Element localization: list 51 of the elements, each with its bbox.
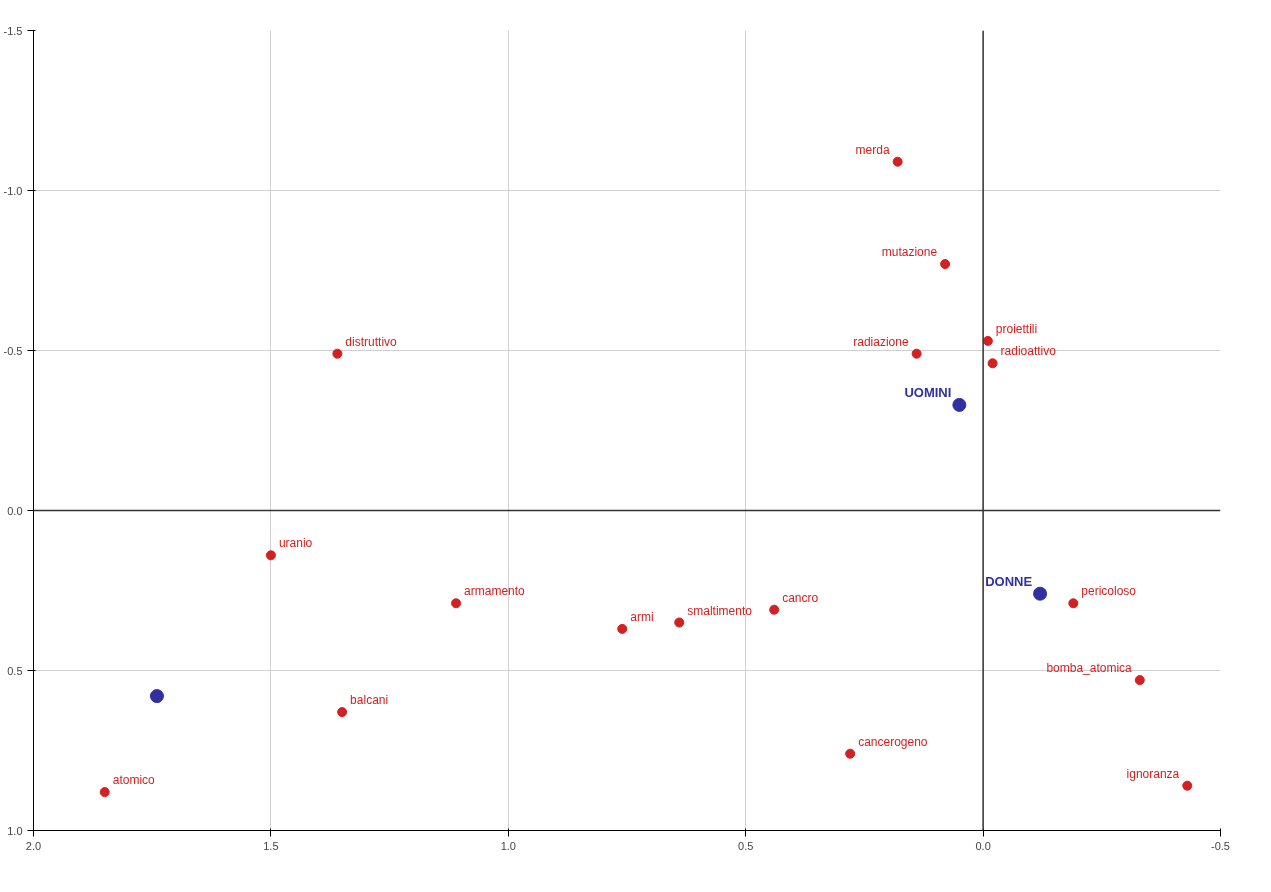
point: [149, 689, 164, 704]
point: [892, 156, 903, 167]
point: [99, 787, 110, 798]
x-tick-label: 0.0: [975, 839, 991, 852]
y-tick-label: -1.0: [3, 184, 23, 197]
annotation: balcani: [350, 693, 389, 708]
y-tick-label: 0.5: [7, 664, 23, 677]
point: [1182, 780, 1193, 791]
annotation: proiettili: [995, 321, 1038, 336]
annotation: radioattivo: [1000, 344, 1057, 359]
point: [940, 259, 951, 270]
annotation: radiazione: [853, 334, 909, 349]
x-tick-label: 2.0: [25, 839, 42, 852]
point: [911, 348, 922, 359]
point: [982, 335, 993, 346]
point: [1068, 598, 1079, 609]
x-tick-label: 1.5: [263, 839, 279, 852]
annotation: distruttivo: [345, 334, 398, 349]
y-tick-label: -1.5: [3, 24, 23, 37]
annotation: cancerogeno: [858, 734, 928, 749]
point: [952, 397, 967, 412]
y-tick-label: 1.0: [7, 824, 23, 837]
point: [332, 348, 343, 359]
x-tick-label: 0.5: [738, 839, 754, 852]
x-tick-label: 1.0: [500, 839, 516, 852]
annotation: atomico: [112, 773, 156, 788]
y-tick-label: -0.5: [3, 344, 23, 357]
y-tick-label: 0.0: [7, 504, 23, 517]
series-label: DONNE: [985, 573, 1033, 589]
annotation: mutazione: [881, 245, 938, 260]
annotation: uranio: [278, 536, 313, 551]
point: [451, 598, 462, 609]
annotation: armi: [630, 609, 654, 624]
point: [674, 617, 685, 628]
point: [337, 707, 348, 718]
point: [617, 623, 628, 634]
point: [845, 748, 856, 759]
x-tick-label: -0.5: [1211, 839, 1230, 852]
annotation: smaltimento: [687, 603, 753, 618]
point: [769, 604, 780, 615]
series-label: UOMINI: [904, 384, 952, 400]
annotation: cancro: [782, 590, 819, 605]
annotation: pericoloso: [1081, 584, 1137, 599]
point: [1033, 586, 1048, 601]
annotation: ignoranza: [1126, 766, 1180, 781]
point: [1134, 675, 1145, 686]
point: [265, 550, 276, 561]
annotation: merda: [855, 142, 890, 157]
point: [987, 358, 998, 369]
annotation: bomba_atomica: [1046, 661, 1133, 676]
annotation: armamento: [464, 584, 526, 599]
